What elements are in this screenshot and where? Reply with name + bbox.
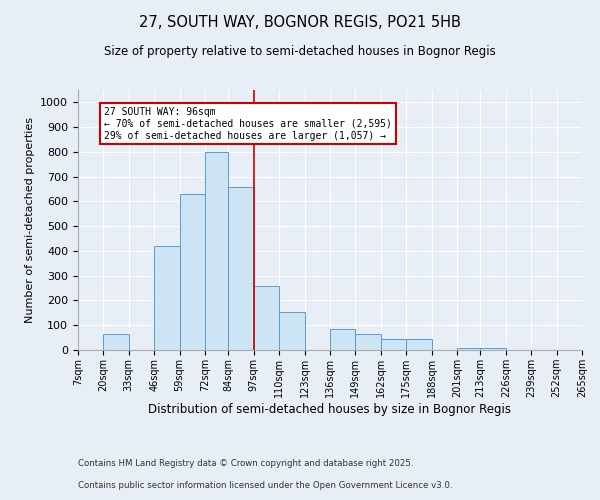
Text: 27, SOUTH WAY, BOGNOR REGIS, PO21 5HB: 27, SOUTH WAY, BOGNOR REGIS, PO21 5HB — [139, 15, 461, 30]
Bar — [254, 286, 279, 350]
X-axis label: Distribution of semi-detached houses by size in Bognor Regis: Distribution of semi-detached houses by … — [149, 402, 511, 415]
Bar — [381, 339, 406, 350]
Text: Size of property relative to semi-detached houses in Bognor Regis: Size of property relative to semi-detach… — [104, 45, 496, 58]
Text: 27 SOUTH WAY: 96sqm
← 70% of semi-detached houses are smaller (2,595)
29% of sem: 27 SOUTH WAY: 96sqm ← 70% of semi-detach… — [104, 108, 392, 140]
Bar — [179, 194, 205, 350]
Bar — [205, 152, 229, 350]
Bar — [330, 329, 355, 350]
Text: Contains HM Land Registry data © Crown copyright and database right 2025.: Contains HM Land Registry data © Crown c… — [78, 458, 413, 468]
Bar — [154, 246, 179, 350]
Bar — [406, 339, 431, 350]
Y-axis label: Number of semi-detached properties: Number of semi-detached properties — [25, 117, 35, 323]
Bar — [457, 348, 481, 350]
Text: Contains public sector information licensed under the Open Government Licence v3: Contains public sector information licen… — [78, 481, 452, 490]
Bar — [229, 186, 254, 350]
Bar — [279, 312, 305, 350]
Bar — [103, 334, 129, 350]
Bar — [355, 334, 381, 350]
Bar — [481, 348, 506, 350]
